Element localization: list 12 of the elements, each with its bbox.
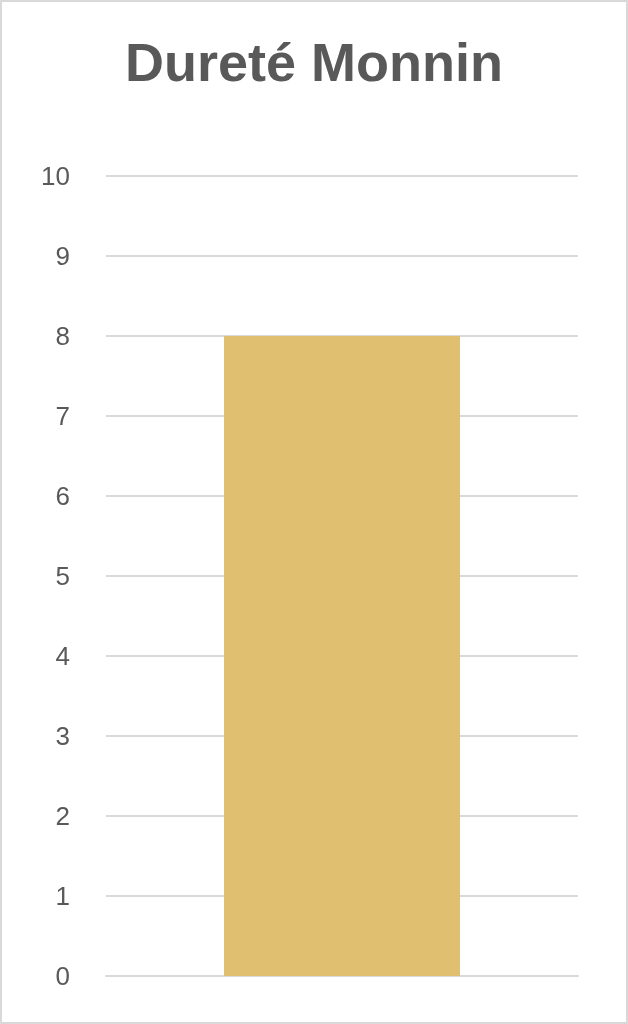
y-tick-label: 2 [55, 801, 70, 831]
y-tick-label: 7 [55, 401, 70, 431]
y-tick-label: 1 [55, 881, 70, 911]
y-tick-label: 9 [55, 241, 70, 271]
y-tick-label: 4 [55, 641, 70, 671]
y-tick-label: 10 [41, 161, 70, 191]
y-tick-label: 5 [55, 561, 70, 591]
y-tick-label: 8 [55, 321, 70, 351]
y-tick-label: 6 [55, 481, 70, 511]
y-tick-label: 3 [55, 721, 70, 751]
y-tick-label: 0 [55, 961, 70, 991]
chart-title: Dureté Monnin [125, 32, 503, 92]
